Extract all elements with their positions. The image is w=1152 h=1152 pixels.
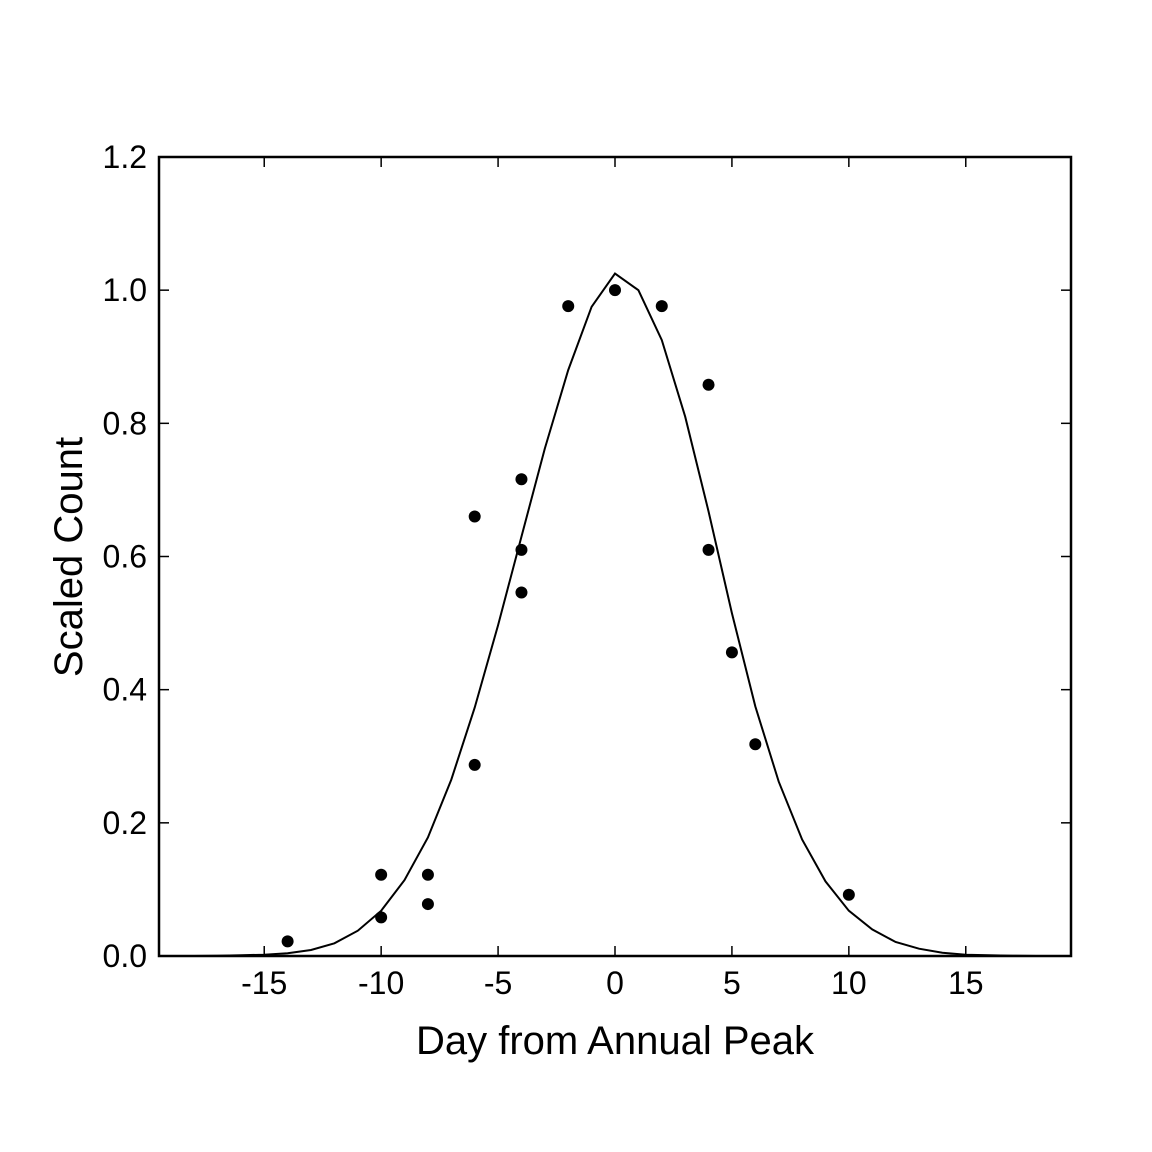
- axis-ticks: [159, 156, 1071, 957]
- x-tick-label: -15: [241, 965, 287, 1001]
- data-point: [375, 911, 388, 924]
- data-point: [281, 935, 294, 948]
- data-point: [562, 300, 575, 313]
- data-point: [421, 898, 434, 911]
- plot-area: [157, 155, 1073, 958]
- data-point: [609, 284, 621, 297]
- data-point: [515, 543, 528, 556]
- data-point: [842, 888, 855, 901]
- y-tick-label: 0.8: [103, 405, 147, 441]
- y-tick-label: 1.2: [103, 139, 147, 175]
- x-tick-label: 10: [831, 965, 867, 1001]
- y-tick-label: 1.0: [103, 272, 147, 308]
- x-tick-label: -10: [358, 965, 404, 1001]
- tick-labels: -15 -10 -5 0 5 10 15 0.0 0.2 0.4 0.6 0.8 1.0 1.2: [103, 139, 984, 1001]
- x-axis-label: Day from Annual Peak: [416, 1019, 815, 1063]
- y-tick-label: 0.2: [103, 805, 147, 841]
- data-point: [515, 586, 528, 599]
- x-tick-label: -5: [484, 965, 512, 1001]
- data-point: [515, 473, 528, 486]
- data-point: [702, 543, 715, 556]
- data-point: [702, 378, 715, 391]
- fit-curve: [170, 272, 1060, 957]
- data-point: [655, 300, 668, 313]
- y-axis-label: Scaled Count: [47, 437, 91, 677]
- data-point: [421, 868, 434, 881]
- x-tick-label: 5: [723, 965, 741, 1001]
- x-tick-label: 15: [948, 965, 984, 1001]
- y-tick-label: 0.6: [103, 539, 147, 575]
- data-points: [281, 284, 855, 948]
- data-point: [468, 758, 481, 771]
- x-tick-label: 0: [606, 965, 624, 1001]
- data-point: [375, 868, 388, 881]
- data-point: [468, 510, 481, 523]
- y-tick-label: 0.4: [103, 672, 147, 708]
- data-point: [725, 646, 738, 659]
- y-tick-label: 0.0: [103, 938, 147, 974]
- data-point: [749, 738, 762, 751]
